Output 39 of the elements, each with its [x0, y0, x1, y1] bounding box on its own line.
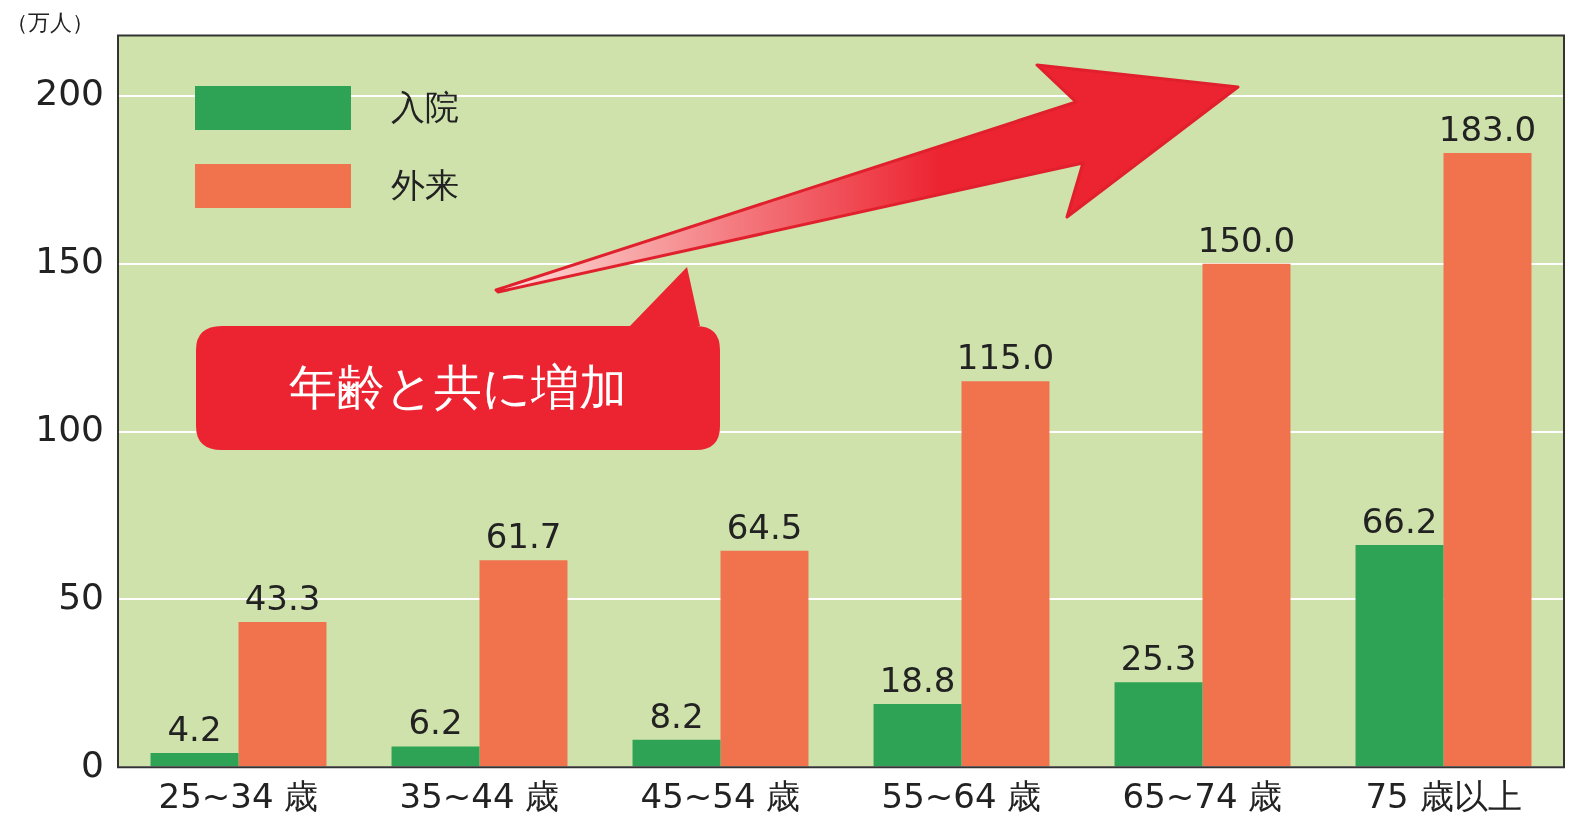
x-tick-label: 45~54 歳 — [640, 776, 801, 817]
x-tick-label: 65~74 歳 — [1122, 776, 1283, 817]
legend-label: 入院 — [391, 86, 459, 129]
y-tick-label: 150 — [35, 240, 104, 282]
text: 61.7 — [485, 515, 562, 556]
text: 150.0 — [1197, 219, 1296, 260]
legend-label: 外来 — [391, 164, 459, 207]
text: 115.0 — [956, 337, 1055, 378]
bar — [720, 550, 809, 767]
text: 25.3 — [1120, 638, 1197, 679]
text: 43.3 — [244, 577, 321, 618]
bar — [479, 560, 568, 767]
text: 183.0 — [1438, 108, 1537, 149]
bar — [391, 746, 480, 767]
bar — [150, 753, 239, 767]
y-tick-label: 100 — [35, 407, 104, 449]
text: 66.2 — [1361, 500, 1438, 541]
x-tick-label: 75 歳以上 — [1365, 776, 1522, 817]
text: 18.8 — [879, 659, 956, 700]
x-tick-label: 55~64 歳 — [881, 776, 1042, 817]
y-tick-label: 50 — [58, 575, 104, 617]
x-tick-label: 35~44 歳 — [399, 776, 560, 817]
bar — [238, 621, 327, 767]
text: 6.2 — [408, 702, 463, 743]
bar — [1355, 545, 1444, 767]
text: 4.2 — [167, 708, 222, 749]
y-tick-label: 0 — [81, 743, 104, 785]
bar — [961, 381, 1050, 767]
bar — [1114, 682, 1203, 767]
y-axis-title: （万人） — [6, 9, 94, 37]
annotation: 年齢と共に増加 — [288, 358, 628, 417]
x-tick-label: 25~34 歳 — [158, 776, 319, 817]
bar — [873, 704, 962, 767]
text: 64.5 — [726, 506, 803, 547]
y-tick-label: 200 — [35, 72, 104, 114]
bar — [1202, 263, 1291, 767]
text: 8.2 — [649, 695, 704, 736]
bar — [1443, 153, 1532, 767]
bar — [632, 739, 721, 767]
